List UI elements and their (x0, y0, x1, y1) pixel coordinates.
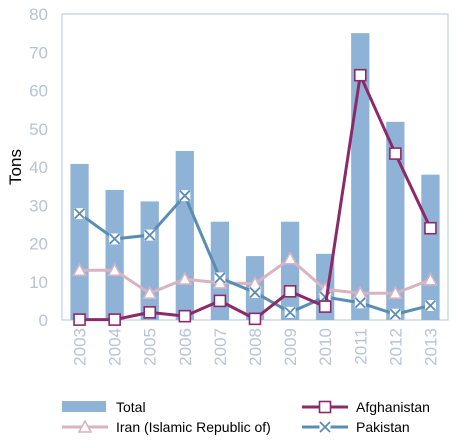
point-pakistan-2007 (214, 272, 226, 284)
y-tick-label: 50 (29, 120, 48, 139)
point-iran-islamic-republic-of-2003 (72, 262, 87, 277)
x-tick-label: 2009 (281, 328, 300, 366)
y-axis-label: Tons (6, 149, 25, 185)
legend-item-afghanistan: Afghanistan (302, 399, 430, 415)
point-afghanistan-2008 (248, 312, 262, 326)
point-afghanistan-2006 (178, 309, 192, 323)
line-series (72, 68, 438, 326)
point-afghanistan-2004 (108, 313, 121, 326)
legend-item-iran-islamic-republic-of: Iran (Islamic Republic of) (62, 419, 271, 435)
legend-label: Iran (Islamic Republic of) (116, 419, 271, 435)
legend-label: Pakistan (356, 419, 410, 435)
legend-label: Total (116, 399, 146, 415)
y-tick-label: 40 (29, 158, 48, 177)
point-pakistan-2004 (108, 233, 121, 245)
point-pakistan-2013 (424, 299, 437, 312)
legend-marker (318, 400, 332, 414)
x-tick-label: 2010 (316, 328, 335, 366)
legend-marker (319, 421, 331, 433)
x-tick-label: 2005 (141, 328, 160, 366)
point-afghanistan-2013 (424, 221, 437, 235)
y-tick-label: 0 (39, 311, 48, 330)
point-pakistan-2011 (354, 297, 366, 309)
y-tick-label: 10 (29, 273, 48, 292)
point-iran-islamic-republic-of-2009 (282, 251, 298, 265)
legend: Total Afghanistan Iran (Islamic Republic o… (62, 399, 430, 435)
y-tick-label: 60 (29, 82, 48, 101)
point-iran-islamic-republic-of-2004 (107, 262, 122, 277)
point-pakistan-2005 (144, 229, 156, 241)
bar-total-2004 (105, 189, 124, 320)
x-tick-label: 2013 (421, 328, 440, 366)
x-tick-label: 2003 (71, 328, 90, 366)
point-iran-islamic-republic-of-2006 (177, 271, 193, 285)
bar-total-2012 (386, 121, 405, 321)
point-afghanistan-2007 (213, 294, 227, 308)
point-afghanistan-2010 (318, 300, 332, 313)
y-tick-label: 20 (29, 235, 48, 254)
legend-item-total: Total (62, 399, 146, 415)
point-pakistan-2008 (249, 286, 261, 299)
bar-total-2006 (175, 150, 194, 320)
point-afghanistan-2011 (353, 68, 367, 82)
y-tick-label: 80 (29, 5, 48, 24)
x-tick-label: 2008 (246, 328, 265, 366)
y-axis-ticks: 0 10 20 30 40 50 60 70 80 (29, 5, 48, 330)
x-tick-label: 2012 (386, 328, 405, 366)
bar-total-2003 (70, 163, 89, 320)
point-iran-islamic-republic-of-2005 (142, 285, 158, 300)
point-pakistan-2006 (179, 190, 191, 202)
point-pakistan-2009 (284, 306, 296, 318)
x-tick-label: 2006 (176, 328, 195, 366)
point-iran-islamic-republic-of-2012 (388, 285, 403, 300)
point-pakistan-2003 (73, 208, 86, 220)
point-pakistan-2012 (389, 308, 402, 320)
series-afghanistan (73, 68, 437, 326)
bar-total-2009 (280, 221, 300, 320)
legend-marker (77, 419, 93, 433)
point-iran-islamic-republic-of-2013 (423, 272, 438, 286)
point-afghanistan-2005 (143, 306, 157, 319)
y-tick-label: 30 (29, 196, 48, 215)
legend-item-pakistan: Pakistan (302, 419, 410, 435)
x-tick-label: 2007 (211, 328, 230, 366)
point-afghanistan-2009 (283, 285, 297, 298)
point-afghanistan-2003 (73, 313, 86, 326)
x-tick-label: 2011 (351, 328, 370, 365)
point-afghanistan-2012 (389, 147, 402, 160)
bar-total-2005 (140, 201, 159, 320)
y-tick-label: 70 (29, 43, 48, 62)
x-tick-label: 2004 (106, 328, 125, 366)
series-iran-islamic-republic-of (72, 251, 438, 300)
bar-total-2013 (421, 174, 440, 320)
legend-swatch (62, 401, 106, 412)
legend-label: Afghanistan (356, 399, 430, 415)
x-axis-ticks: 2003 2004 2005 2006 2007 2008 2009 2010 2011 2012… (71, 328, 441, 366)
